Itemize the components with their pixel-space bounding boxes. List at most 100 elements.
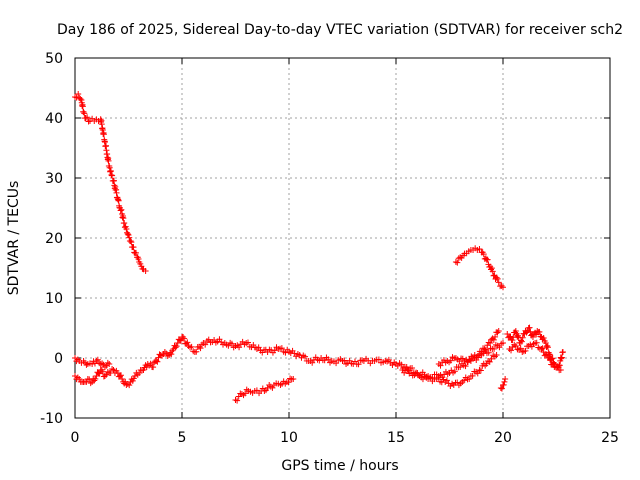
data-point-fill [517,345,524,352]
data-point-fill [128,239,135,246]
data-point-fill [105,157,112,164]
data-point-fill [488,355,495,362]
data-point-fill [96,370,103,377]
data-point [538,346,545,352]
data-point-fill [404,366,411,373]
data-point-fill [236,344,243,351]
data-point [174,340,181,346]
y-axis-label: SDTVAR / TECUs [6,181,22,296]
y-tick-label: 10 [45,291,63,307]
data-point-fill [181,335,188,342]
data-point-fill [550,360,557,367]
data-point [121,220,128,226]
data-point-fill [493,274,500,281]
data-point [76,376,83,382]
series-lower-branch [232,375,297,404]
data-point [125,232,132,238]
data-point-fill [117,207,124,214]
data-point-fill [130,244,137,251]
data-point-fill [173,343,180,350]
data-point-fill [202,341,209,348]
data-point-fill [255,344,262,351]
data-point-fill [474,370,481,377]
data-point-fill [115,197,122,204]
data-point-fill [86,376,93,383]
data-point [495,279,502,286]
data-point [457,364,464,370]
data-point-fill [77,95,84,102]
data-point-fill [476,246,483,253]
data-point-fill [485,349,492,356]
data-point [136,370,143,376]
y-tick-label: 30 [45,171,63,187]
data-point-fill [271,347,278,354]
data-point-fill [355,361,362,368]
data-point-fill [228,340,235,347]
data-point-fill [118,372,125,379]
data-point-fill [498,385,505,392]
data-point [123,226,130,232]
data-point [157,352,164,358]
data-point [457,254,464,261]
data-point-fill [126,234,133,241]
data-point-fill [508,347,515,354]
y-tick-label: 40 [45,111,63,127]
data-point-fill [509,337,516,344]
data-point-fill [409,365,416,372]
data-point [512,328,519,334]
data-point [153,358,160,364]
data-point-fill [94,356,101,363]
data-point-fill [496,344,503,351]
data-point-fill [242,390,249,397]
data-point-fill [498,282,505,289]
data-point-fill [480,345,487,352]
data-point-fill [544,344,551,351]
data-point [75,91,82,97]
data-point-fill [81,110,88,117]
x-tick-label: 10 [280,430,298,446]
data-point [108,172,115,178]
data-point-fill [147,360,154,367]
data-point [119,376,126,382]
data-point-fill [234,397,241,404]
data-point-fill [398,361,405,368]
data-point-fill [451,368,458,375]
series-main-trace [72,334,506,389]
data-point-fill [197,345,204,352]
data-point-fill [454,259,461,266]
data-point-fill [481,346,488,353]
data-point-fill [104,359,111,366]
data-point [101,364,108,370]
data-point-fill [488,265,495,272]
data-point-fill [554,363,561,370]
data-point-fill [109,172,116,179]
data-point-fill [83,361,90,368]
x-tick-label: 0 [71,430,80,446]
data-point [478,349,485,355]
data-point [131,373,138,379]
data-point-fill [490,336,497,343]
data-point-fill [302,353,309,360]
data-point-fill [537,333,544,340]
x-tick-label: 5 [178,430,187,446]
data-point-fill [375,356,382,363]
y-tick-label: 50 [45,51,63,67]
data-point-fill [120,215,127,222]
y-tick-label: 0 [54,351,63,367]
data-point-fill [536,328,543,335]
data-point-fill [168,351,175,358]
data-point [97,361,104,367]
data-point [106,361,113,367]
data-point-fill [486,358,493,365]
axis-ticks: 0 5 10 15 20 25 -10 0 10 20 30 40 50 [40,51,619,446]
data-point-fill [524,327,531,334]
series-dip-20h [497,376,509,392]
data-point-fill [184,339,191,346]
data-point-fill [95,370,102,377]
data-point-fill [341,357,348,364]
data-points [72,91,566,404]
data-point-fill [177,337,184,344]
series-hump [452,245,506,291]
data-point-fill [507,333,514,340]
data-point-fill [385,356,392,363]
